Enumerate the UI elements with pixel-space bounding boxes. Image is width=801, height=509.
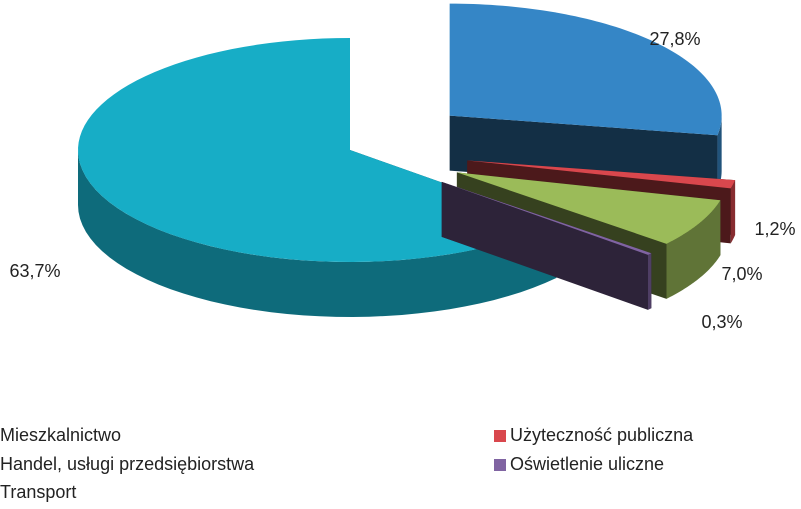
pie-slice bbox=[449, 3, 722, 136]
pie-slice bbox=[78, 38, 557, 262]
slice-wall bbox=[717, 115, 722, 191]
legend-label: Handel, usługi przedsiębiorstwa bbox=[0, 454, 255, 474]
data-label: 1,2% bbox=[754, 219, 795, 239]
slice-wall bbox=[730, 180, 736, 244]
legend-label: Transport bbox=[0, 482, 76, 502]
pie-slice bbox=[456, 172, 721, 244]
slice-wall bbox=[648, 253, 652, 310]
data-label: 27,8% bbox=[649, 29, 700, 49]
legend-label: Oświetlenie uliczne bbox=[510, 454, 664, 474]
data-label: 63,7% bbox=[9, 261, 60, 281]
pie-slice bbox=[467, 160, 736, 189]
pie-slice bbox=[441, 181, 652, 255]
legend-label: Użyteczność publiczna bbox=[510, 425, 694, 445]
legend-label: Mieszkalnictwo bbox=[0, 425, 121, 445]
data-label: 0,3% bbox=[701, 312, 742, 332]
slice-wall bbox=[78, 150, 557, 317]
slice-side bbox=[441, 181, 649, 310]
legend-swatch bbox=[494, 430, 506, 442]
slice-wall bbox=[666, 200, 721, 299]
legend-swatch bbox=[494, 459, 506, 471]
data-label: 7,0% bbox=[721, 264, 762, 284]
